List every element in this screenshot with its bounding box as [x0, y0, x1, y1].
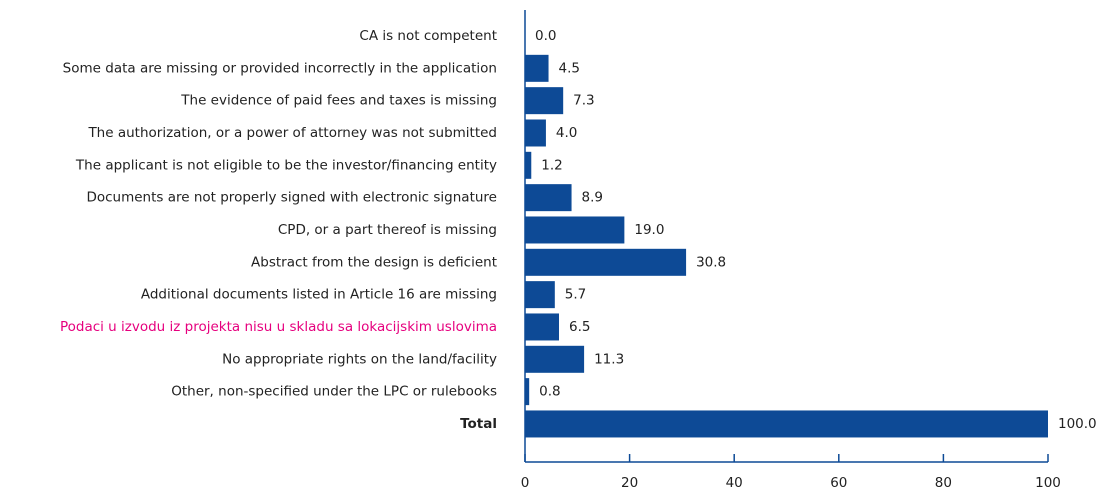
x-tick-label: 80 [935, 475, 952, 491]
bar [525, 87, 564, 115]
category-label: Other, non-specified under the LPC or ru… [171, 384, 497, 400]
value-label: 5.7 [565, 287, 586, 303]
bar [525, 184, 572, 212]
category-label: Additional documents listed in Article 1… [141, 287, 497, 303]
category-label: Some data are missing or provided incorr… [63, 60, 497, 76]
category-label: The authorization, or a power of attorne… [87, 125, 497, 141]
x-tick-label: 40 [726, 475, 743, 491]
category-label: Abstract from the design is deficient [251, 254, 497, 270]
value-label: 8.9 [582, 190, 603, 206]
bar [525, 410, 1048, 438]
x-tick-label: 60 [830, 475, 847, 491]
bar [525, 345, 585, 373]
category-label: Podaci u izvodu iz projekta nisu u sklad… [60, 319, 497, 335]
bar [525, 119, 546, 147]
category-label: CPD, or a part thereof is missing [278, 222, 497, 238]
value-label: 7.3 [573, 93, 594, 109]
value-label: 4.5 [559, 60, 580, 76]
bar [525, 248, 687, 276]
x-tick-label: 100 [1035, 475, 1061, 491]
bar [525, 378, 530, 406]
category-label: Documents are not properly signed with e… [86, 190, 497, 206]
value-label: 4.0 [556, 125, 577, 141]
value-label: 6.5 [569, 319, 590, 335]
value-label: 11.3 [594, 351, 624, 367]
bar [525, 216, 625, 244]
value-label: 0.0 [535, 28, 556, 44]
category-label: The applicant is not eligible to be the … [75, 157, 497, 173]
value-label: 19.0 [634, 222, 664, 238]
value-label: 100.0 [1058, 416, 1097, 432]
category-label: CA is not competent [359, 28, 497, 44]
x-tick-label: 20 [621, 475, 638, 491]
x-tick-label: 0 [521, 475, 530, 491]
value-label: 0.8 [539, 384, 560, 400]
category-label: No appropriate rights on the land/facili… [222, 351, 497, 367]
bar [525, 281, 555, 309]
value-label: 1.2 [541, 157, 562, 173]
bar [525, 151, 532, 179]
value-label: 30.8 [696, 254, 726, 270]
category-label: Total [460, 416, 497, 432]
bar [525, 54, 549, 82]
bar [525, 313, 559, 341]
category-label: The evidence of paid fees and taxes is m… [180, 93, 497, 109]
